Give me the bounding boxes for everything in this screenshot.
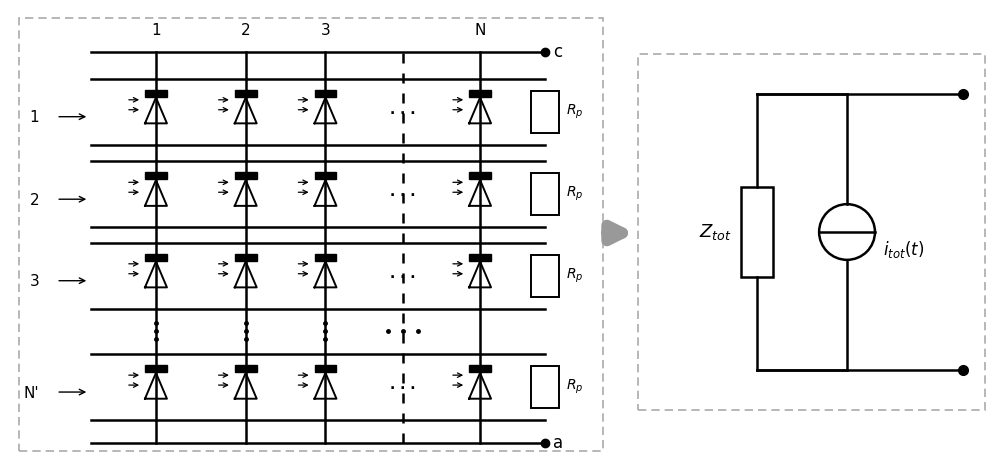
Polygon shape bbox=[235, 180, 257, 206]
Polygon shape bbox=[315, 254, 336, 260]
Text: N: N bbox=[474, 23, 486, 38]
Polygon shape bbox=[315, 97, 336, 123]
Text: . . .: . . . bbox=[390, 267, 416, 281]
Polygon shape bbox=[469, 365, 491, 372]
Text: N': N' bbox=[24, 385, 39, 401]
Text: $R_p$: $R_p$ bbox=[566, 378, 583, 396]
Polygon shape bbox=[235, 172, 257, 179]
Text: . . .: . . . bbox=[390, 378, 416, 392]
Polygon shape bbox=[315, 180, 336, 206]
Text: 3: 3 bbox=[30, 274, 39, 289]
Polygon shape bbox=[469, 89, 491, 96]
Polygon shape bbox=[145, 261, 167, 288]
Polygon shape bbox=[235, 365, 257, 372]
Polygon shape bbox=[145, 373, 167, 399]
Polygon shape bbox=[469, 261, 491, 288]
Bar bbox=[531, 255, 559, 297]
Polygon shape bbox=[235, 97, 257, 123]
Text: $i_{tot}(t)$: $i_{tot}(t)$ bbox=[883, 240, 924, 260]
Polygon shape bbox=[235, 254, 257, 260]
Bar bbox=[531, 366, 559, 408]
Polygon shape bbox=[315, 172, 336, 179]
Bar bbox=[531, 173, 559, 215]
Polygon shape bbox=[235, 261, 257, 288]
Bar bbox=[638, 54, 985, 410]
Polygon shape bbox=[315, 373, 336, 399]
Text: 2: 2 bbox=[30, 193, 39, 208]
Polygon shape bbox=[145, 97, 167, 123]
Text: 1: 1 bbox=[30, 110, 39, 125]
Polygon shape bbox=[315, 89, 336, 96]
Text: 2: 2 bbox=[241, 23, 251, 38]
Bar bbox=[741, 187, 773, 277]
Text: . . .: . . . bbox=[390, 185, 416, 199]
Text: 1: 1 bbox=[151, 23, 161, 38]
Text: $R_p$: $R_p$ bbox=[566, 267, 583, 285]
Text: c: c bbox=[553, 43, 562, 61]
Polygon shape bbox=[469, 254, 491, 260]
Polygon shape bbox=[235, 373, 257, 399]
Polygon shape bbox=[469, 172, 491, 179]
Polygon shape bbox=[315, 365, 336, 372]
Text: $R_p$: $R_p$ bbox=[566, 185, 583, 203]
Polygon shape bbox=[145, 172, 167, 179]
Circle shape bbox=[819, 204, 875, 260]
Polygon shape bbox=[145, 89, 167, 96]
Polygon shape bbox=[469, 97, 491, 123]
Bar bbox=[531, 91, 559, 133]
Text: 3: 3 bbox=[321, 23, 330, 38]
Bar bbox=[19, 18, 603, 451]
Polygon shape bbox=[145, 254, 167, 260]
Polygon shape bbox=[235, 89, 257, 96]
Polygon shape bbox=[145, 180, 167, 206]
Polygon shape bbox=[469, 373, 491, 399]
Text: . . .: . . . bbox=[390, 103, 416, 117]
Polygon shape bbox=[145, 365, 167, 372]
Polygon shape bbox=[469, 180, 491, 206]
Text: $R_p$: $R_p$ bbox=[566, 103, 583, 121]
Text: $Z_{tot}$: $Z_{tot}$ bbox=[699, 222, 731, 242]
Polygon shape bbox=[315, 261, 336, 288]
Text: a: a bbox=[553, 434, 563, 452]
